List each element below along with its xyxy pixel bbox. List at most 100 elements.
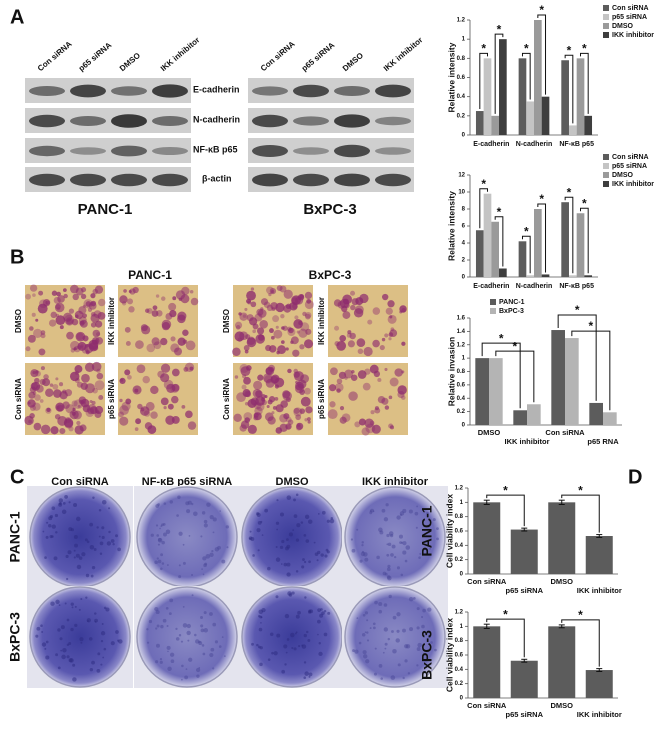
colony-dot — [115, 630, 119, 634]
legend-label: BxPC-3 — [499, 308, 524, 315]
colony-dot — [402, 676, 405, 680]
colony-dot — [276, 528, 279, 531]
cell — [297, 379, 307, 389]
cell — [96, 372, 104, 380]
colony-dot — [103, 647, 107, 651]
colony-dot — [195, 667, 201, 673]
colony-dot — [96, 526, 99, 529]
cell — [303, 339, 314, 349]
cell — [73, 347, 77, 351]
cell — [182, 339, 188, 344]
x-tick-label: DMSO — [551, 577, 574, 586]
legend-label: IKK inhibitor — [612, 32, 654, 39]
bar — [548, 502, 576, 574]
colony-dot — [279, 512, 285, 517]
colony-dot — [396, 515, 401, 520]
cell — [296, 423, 301, 427]
cell — [293, 407, 300, 414]
colony-dot — [185, 501, 190, 506]
cell — [27, 399, 36, 408]
y-tick-label: 0.8 — [457, 369, 466, 375]
y-tick-label: 10 — [458, 190, 465, 196]
colony-dot — [257, 549, 260, 552]
colony-dot — [98, 509, 102, 512]
cell — [177, 337, 186, 346]
cell — [341, 305, 348, 313]
colony-dot — [366, 619, 369, 622]
cell — [76, 332, 84, 341]
cell — [66, 331, 74, 340]
colony-dot — [177, 495, 181, 499]
cell — [296, 330, 300, 334]
cell — [358, 418, 366, 426]
colony-dot — [93, 548, 97, 551]
colony-dot — [350, 538, 354, 541]
colony-dot — [98, 535, 101, 538]
cell — [119, 377, 126, 385]
colony-dot — [291, 591, 295, 595]
bar — [548, 626, 576, 698]
colony-dot — [359, 559, 363, 563]
cell — [237, 337, 242, 342]
colony-dot — [202, 573, 205, 576]
colony-dot — [303, 633, 307, 638]
colony-dot — [434, 648, 437, 652]
chart-title: PANC-1 — [419, 505, 435, 556]
blot-band — [293, 116, 329, 126]
cell — [181, 286, 190, 296]
colony-dot — [100, 640, 104, 643]
colony-dot — [296, 523, 301, 528]
cell — [239, 331, 249, 341]
colony-dot — [110, 641, 115, 646]
y-tick-label: 0.6 — [455, 653, 464, 659]
colony-dot — [386, 553, 390, 557]
colony-dot — [416, 647, 421, 652]
image-label: p65 siRNA — [317, 379, 326, 419]
colony-dot — [362, 650, 367, 655]
cell — [182, 329, 189, 337]
colony-dot — [45, 535, 49, 539]
cell — [53, 389, 62, 398]
y-tick-label: 1.6 — [457, 316, 466, 322]
cell — [259, 319, 269, 329]
cell — [384, 333, 389, 338]
cell — [390, 327, 395, 332]
colony-dot — [85, 596, 88, 599]
colony-dot — [317, 608, 321, 612]
cell — [77, 341, 87, 351]
y-tick-label: 4 — [462, 241, 466, 247]
colony-dot — [360, 551, 366, 557]
cell — [167, 403, 174, 410]
colony-dot — [264, 508, 269, 513]
cell — [72, 407, 76, 411]
blot-band — [29, 114, 65, 128]
blot-band — [334, 114, 370, 128]
cell — [244, 390, 251, 398]
colony-dot — [219, 510, 222, 512]
cell — [29, 326, 34, 331]
colony-dot — [209, 515, 214, 520]
colony-dot — [327, 611, 331, 615]
colony-dot — [80, 597, 83, 601]
colony-dot — [101, 535, 105, 540]
colony-dot — [256, 512, 261, 517]
colony-dot — [250, 537, 255, 541]
colony-dot — [66, 577, 69, 581]
cell — [79, 319, 88, 328]
colony-dot — [363, 654, 368, 659]
cell — [119, 416, 129, 426]
cell — [63, 312, 73, 322]
panel-label: D — [628, 466, 642, 488]
cell — [336, 341, 347, 351]
colony-dot — [166, 564, 169, 566]
significance-bracket — [564, 196, 574, 274]
cell — [241, 384, 247, 390]
y-tick-label: 0.2 — [457, 409, 466, 415]
colony-dot — [429, 547, 432, 550]
cell — [153, 341, 162, 350]
colony-dot — [40, 624, 43, 627]
cell — [293, 368, 298, 374]
colony-dot — [64, 602, 67, 605]
colony-dot — [291, 646, 294, 650]
colony-dot — [388, 531, 394, 536]
